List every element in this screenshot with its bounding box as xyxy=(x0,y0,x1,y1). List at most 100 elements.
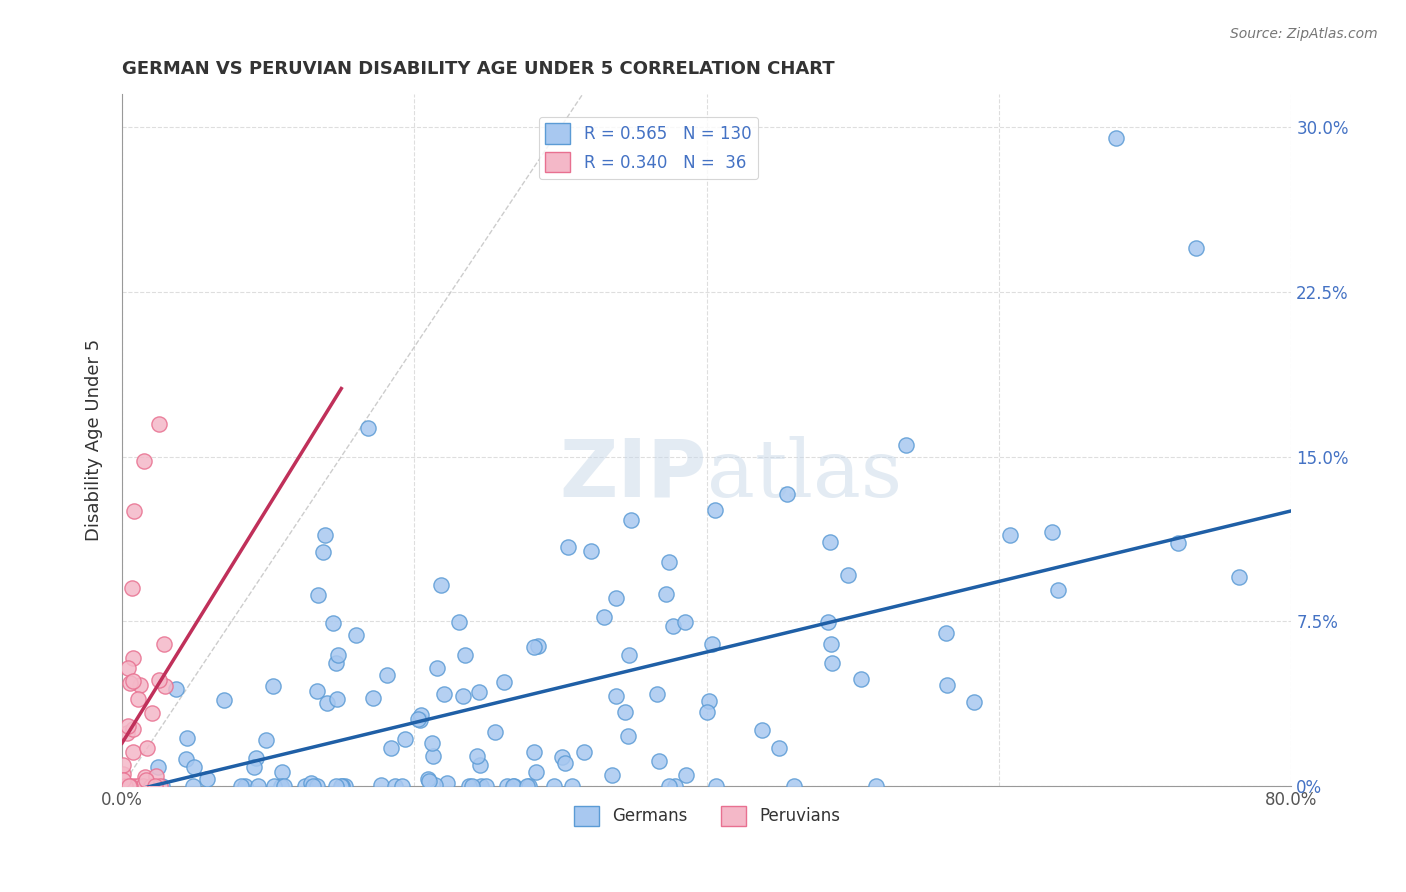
Point xyxy=(465,749,488,764)
Point xyxy=(605,689,627,703)
Point xyxy=(696,705,718,719)
Point xyxy=(325,779,347,793)
Point xyxy=(963,695,986,709)
Point xyxy=(270,779,292,793)
Point xyxy=(301,776,323,790)
Point xyxy=(165,682,187,697)
Text: ZIP: ZIP xyxy=(560,435,707,514)
Point xyxy=(305,779,328,793)
Point xyxy=(700,637,723,651)
Point xyxy=(406,712,429,726)
Point xyxy=(817,615,839,629)
Point xyxy=(176,731,198,745)
Point xyxy=(391,779,413,793)
Point xyxy=(526,639,548,653)
Point xyxy=(865,779,887,793)
Point xyxy=(470,779,492,793)
Point xyxy=(447,615,470,630)
Point xyxy=(592,610,614,624)
Point xyxy=(302,779,325,793)
Point xyxy=(423,778,446,792)
Point xyxy=(243,760,266,774)
Point xyxy=(148,673,170,688)
Point xyxy=(658,555,681,569)
Point xyxy=(617,729,640,743)
Point xyxy=(783,779,806,793)
Point xyxy=(195,772,218,786)
Point xyxy=(543,779,565,793)
Point xyxy=(662,619,685,633)
Point xyxy=(394,731,416,746)
Point xyxy=(120,779,142,793)
Point xyxy=(112,772,135,787)
Point xyxy=(145,769,167,783)
Point xyxy=(751,723,773,737)
Point xyxy=(523,745,546,759)
Point xyxy=(837,567,859,582)
Text: atlas: atlas xyxy=(707,435,901,514)
Point xyxy=(111,758,134,772)
Point xyxy=(896,438,918,452)
Point xyxy=(132,454,155,468)
Point xyxy=(141,706,163,721)
Point xyxy=(174,752,197,766)
Point xyxy=(675,768,697,782)
Point xyxy=(418,774,440,789)
Point xyxy=(128,678,150,692)
Point xyxy=(495,779,517,793)
Point xyxy=(314,528,336,542)
Point xyxy=(273,779,295,793)
Point xyxy=(468,758,491,772)
Point xyxy=(935,626,957,640)
Point xyxy=(554,756,576,770)
Point xyxy=(316,696,339,710)
Point xyxy=(703,503,725,517)
Point xyxy=(551,750,574,764)
Point xyxy=(214,693,236,707)
Point xyxy=(411,708,433,723)
Point xyxy=(776,487,799,501)
Point xyxy=(312,544,335,558)
Point xyxy=(380,741,402,756)
Point xyxy=(484,725,506,739)
Point xyxy=(453,648,475,662)
Point xyxy=(263,779,285,793)
Point xyxy=(768,740,790,755)
Point xyxy=(117,661,139,675)
Point xyxy=(461,779,484,793)
Point xyxy=(422,748,444,763)
Point xyxy=(821,656,844,670)
Point xyxy=(143,779,166,793)
Point xyxy=(384,779,406,793)
Point xyxy=(655,587,678,601)
Point xyxy=(658,779,681,793)
Point xyxy=(517,779,540,793)
Point xyxy=(346,628,368,642)
Point xyxy=(697,693,720,707)
Point xyxy=(849,673,872,687)
Point xyxy=(136,740,159,755)
Point xyxy=(648,754,671,768)
Point xyxy=(420,736,443,750)
Point xyxy=(1040,525,1063,540)
Point xyxy=(111,779,134,793)
Point xyxy=(153,679,176,693)
Point xyxy=(561,779,583,793)
Point xyxy=(326,648,349,662)
Point xyxy=(245,751,267,765)
Point xyxy=(122,745,145,759)
Point xyxy=(121,581,143,595)
Point xyxy=(305,684,328,698)
Point xyxy=(330,779,353,793)
Point xyxy=(181,779,204,793)
Point xyxy=(122,779,145,793)
Point xyxy=(149,779,172,793)
Point xyxy=(613,705,636,719)
Point xyxy=(127,779,149,793)
Point xyxy=(134,770,156,784)
Point xyxy=(135,772,157,787)
Point xyxy=(409,713,432,727)
Point xyxy=(602,768,624,782)
Point xyxy=(516,779,538,793)
Point xyxy=(457,779,479,793)
